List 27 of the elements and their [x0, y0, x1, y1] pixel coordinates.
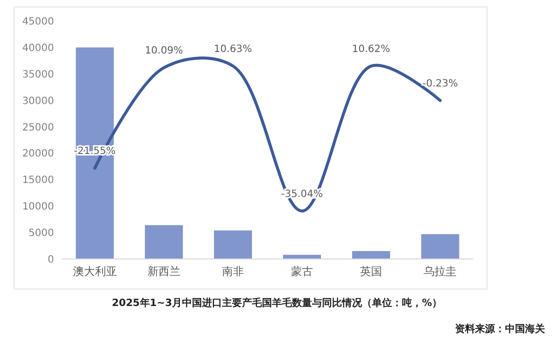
data-label: 10.63% — [214, 44, 252, 55]
y-tick-label: 20000 — [22, 148, 54, 160]
bar — [144, 225, 183, 259]
y-tick-label: 35000 — [22, 69, 54, 80]
data-label: -0.23% — [422, 78, 458, 90]
y-tick-label: 45000 — [22, 16, 54, 28]
bar — [421, 234, 460, 259]
text: 2025年1~3月中国进口主要产毛国羊毛数量与同比情况（单位：吨，%） — [112, 297, 442, 309]
y-tick-label: 25000 — [22, 122, 54, 134]
x-tick-label: 蒙古 — [291, 265, 314, 278]
data-label: 10.09% — [144, 46, 183, 57]
x-tick-label: 乌拉圭 — [424, 265, 457, 278]
y-tick-label: 0 — [48, 254, 54, 266]
x-tick-label: 澳大利亚 — [72, 265, 117, 278]
y-tick-label: 30000 — [22, 96, 54, 107]
y-tick-label: 40000 — [22, 42, 54, 54]
x-tick-label: 新西兰 — [147, 265, 180, 278]
y-tick-label: 10000 — [22, 202, 54, 213]
bar — [352, 251, 390, 259]
y-tick-label: 5000 — [28, 228, 54, 240]
bar — [76, 47, 114, 259]
text: 资料来源：中国海关 — [455, 323, 546, 335]
x-tick-label: 英国 — [360, 265, 382, 278]
x-tick-label: 南非 — [222, 265, 244, 278]
data-label: 10.62% — [352, 44, 390, 56]
y-tick-label: 15000 — [22, 175, 54, 186]
bar — [214, 230, 252, 259]
